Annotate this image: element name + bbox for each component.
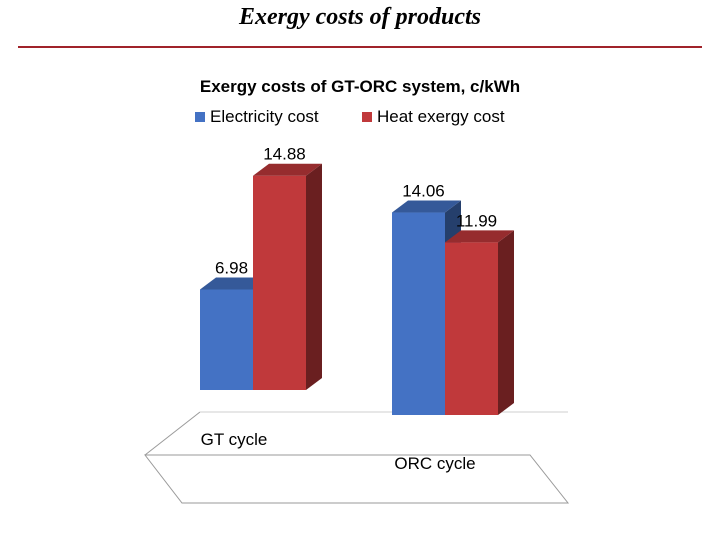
legend-swatch-electricity [195,112,205,122]
data-label-heat-orc: 11.99 [456,211,497,230]
legend-swatch-heat [362,112,372,122]
chart-floor [143,454,570,504]
bar-top-heat-gt [253,163,322,176]
chart: Exergy costs of GT-ORC system, c/kWh Ele… [0,60,720,540]
bar-top-electricity-gt [200,277,269,290]
data-label-electricity-orc: 14.06 [402,182,445,201]
data-label-heat-gt: 14.88 [263,145,306,164]
legend: Electricity cost Heat exergy cost [195,107,505,126]
bar-heat-gt [253,175,306,390]
chart-title: Exergy costs of GT-ORC system, c/kWh [200,77,520,96]
category-label-orc: ORC cycle [394,454,475,473]
bar-heat-orc [445,242,498,415]
legend-label-heat: Heat exergy cost [377,107,505,126]
data-label-electricity-gt: 6.98 [215,258,248,277]
bar-side-heat-orc [498,230,514,415]
bar-side-heat-gt [306,163,322,390]
category-label-gt: GT cycle [201,430,268,449]
bar-top-electricity-orc [392,200,461,213]
bar-top-heat-orc [445,230,514,243]
chart-svg: Exergy costs of GT-ORC system, c/kWh Ele… [143,77,570,504]
slide-title: Exergy costs of products [239,4,481,30]
legend-label-electricity: Electricity cost [210,107,319,126]
title-divider [18,46,702,48]
chart-floor-back [144,411,201,456]
bars: 6.98 14.88 14.06 11.99 [200,145,514,415]
bar-electricity-orc [392,212,445,415]
bar-electricity-gt [200,289,253,390]
